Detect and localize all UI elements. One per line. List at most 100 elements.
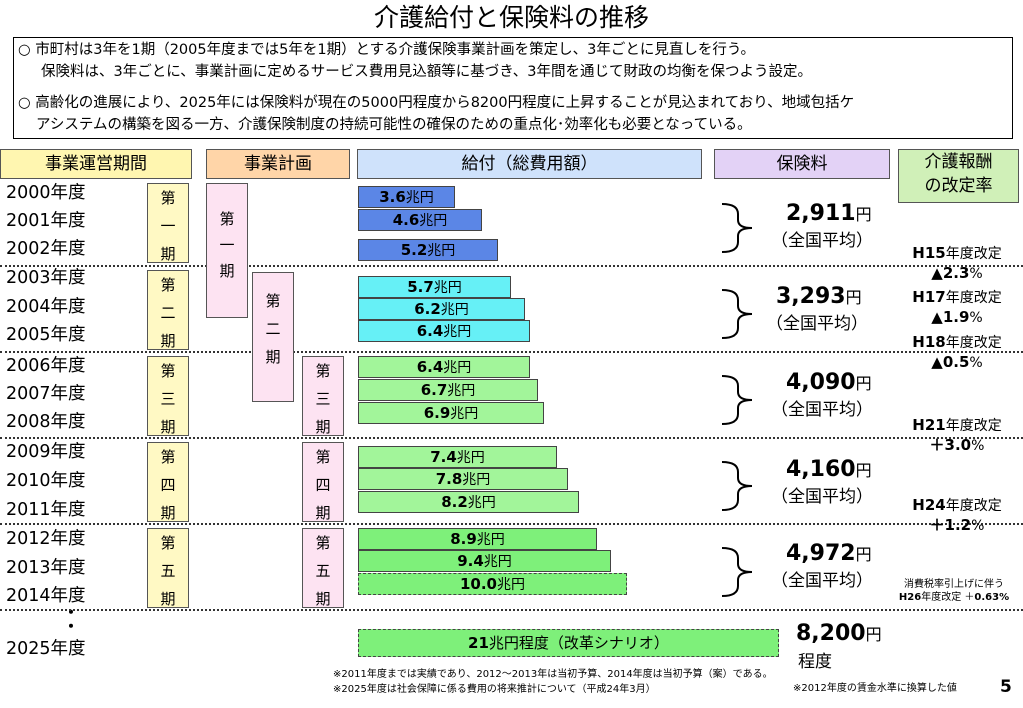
bar-value: 4.6	[392, 211, 420, 229]
bar-unit: 兆円	[462, 472, 491, 488]
bar-unit: 兆円	[476, 532, 505, 548]
page-number: 5	[1000, 677, 1012, 697]
plan-char: 第	[315, 448, 331, 466]
period-separator	[0, 265, 1023, 267]
period-char: 第	[160, 448, 176, 466]
plan-char: 第	[265, 292, 281, 310]
bar-value: 21	[468, 634, 489, 652]
benefit-bar: 6.4兆円	[358, 320, 530, 342]
period-char: 一	[160, 217, 176, 235]
bar-unit: 兆円	[467, 495, 496, 511]
period-box: 第 二 期	[147, 270, 189, 350]
benefit-bar: 6.4兆円	[358, 356, 530, 378]
bar-value: 9.4	[457, 552, 484, 570]
intro-p1-line1: ○ 市町村は3年を1期（2005年度までは5年を1期）とする介護保険事業計画を策…	[18, 42, 755, 58]
period-char: 第	[160, 189, 176, 207]
intro-box: ○ 市町村は3年を1期（2005年度までは5年を1期）とする介護保険事業計画を策…	[13, 37, 1013, 139]
period-char: 期	[160, 590, 176, 608]
brace	[721, 375, 753, 425]
benefit-bar: 6.9兆円	[358, 402, 544, 424]
year-label: 2025年度	[6, 639, 86, 659]
year-label: 2000年度	[6, 183, 86, 203]
brace-group	[721, 203, 753, 597]
tax-note-suffix: 年度改定 ＋	[921, 592, 975, 603]
year-label: 2011年度	[6, 500, 86, 520]
plan-char: 四	[315, 476, 331, 494]
benefit-bar: 7.4兆円	[358, 446, 557, 468]
plan-char: 三	[315, 390, 331, 408]
benefit-bar: 8.9兆円	[358, 528, 597, 550]
period-char: 期	[160, 245, 176, 263]
bar-unit: 兆円	[450, 406, 479, 422]
bar-value: 10.0	[459, 575, 497, 593]
benefit-bar: 6.7兆円	[358, 379, 538, 401]
tax-note-line1: 消費税率引上げに伴う	[904, 579, 1004, 590]
bar-value: 6.9	[423, 404, 451, 422]
header-benefit: 給付（総費用額）	[357, 149, 702, 179]
footnote: ※2012年度の賃金水準に換算した値	[793, 683, 957, 694]
period-box: 第 三 期	[147, 356, 189, 436]
period-char: 第	[160, 362, 176, 380]
header-premium: 保険料	[714, 149, 890, 179]
period-char: 五	[160, 562, 176, 580]
plan-char: 期	[265, 348, 281, 366]
header-revision: 介護報酬 の改定率	[898, 149, 1019, 203]
revision-rate: H17年度改定 ▲1.9%	[912, 288, 1002, 326]
bar-value: 6.4	[416, 358, 444, 376]
year-label: 2003年度	[6, 268, 86, 288]
period-separator	[0, 351, 1023, 353]
revision-rate: H21年度改定 ＋3.0%	[912, 416, 1002, 454]
bar-value: 5.2	[400, 241, 428, 259]
bar-unit: 兆円	[483, 554, 512, 570]
plan-box: 第 五 期	[302, 528, 344, 608]
brace	[721, 289, 753, 339]
plan-box: 第 三 期	[302, 356, 344, 436]
benefit-bar: 5.7兆円	[358, 276, 511, 298]
bar-unit: 兆円	[440, 302, 469, 318]
period-char: 二	[160, 304, 176, 322]
intro-p1-line2: 保険料は、3年ごとに、事業計画に定めるサービス費用見込額等に基づき、3年間を通じ…	[41, 64, 812, 80]
premium-sub: （全国平均）	[766, 314, 868, 334]
period-char: 期	[160, 418, 176, 436]
year-label: 2013年度	[6, 558, 86, 578]
brace	[721, 547, 753, 597]
year-label: 2006年度	[6, 356, 86, 376]
bar-unit: 兆円	[443, 360, 472, 376]
year-label: 2008年度	[6, 412, 86, 432]
footnote: ※2011年度までは実績であり、2012～2013年は当初予算、2014年度は当…	[333, 669, 773, 680]
year-label: 2009年度	[6, 442, 86, 462]
plan-char: 五	[315, 562, 331, 580]
bar-unit: 兆円	[443, 324, 472, 340]
brace	[721, 461, 753, 511]
benefit-bar: 3.6兆円	[358, 186, 455, 208]
bar-unit: 兆円程度（改革シナリオ）	[488, 634, 669, 652]
premium-value: 4,160円	[786, 457, 872, 482]
bar-value: 5.7	[407, 278, 434, 296]
period-char: 第	[160, 276, 176, 294]
period-char: 期	[160, 332, 176, 350]
benefit-bar: 8.2兆円	[358, 491, 579, 513]
bar-value: 8.9	[450, 530, 477, 548]
bar-value: 6.4	[416, 322, 444, 340]
plan-box: 第 四 期	[302, 442, 344, 522]
premium-value: 4,090円	[786, 370, 872, 395]
year-label: 2001年度	[6, 211, 86, 231]
revision-rate: H15年度改定 ▲2.3%	[912, 244, 1002, 282]
premium-sub: 程度	[798, 652, 832, 672]
bar-unit: 兆円	[419, 213, 448, 229]
bar-value: 8.2	[441, 493, 468, 511]
benefit-bar: 6.2兆円	[358, 298, 525, 320]
plan-char: 第	[315, 362, 331, 380]
benefit-bar: 9.4兆円	[358, 550, 611, 572]
period-char: 三	[160, 390, 176, 408]
premium-sub: （全国平均）	[771, 571, 873, 591]
header-period: 事業運営期間	[0, 149, 192, 179]
bar-value: 3.6	[379, 188, 406, 206]
year-label: 2005年度	[6, 325, 86, 345]
bar-unit: 兆円	[447, 383, 476, 399]
year-label: 2002年度	[6, 239, 86, 259]
plan-char: 期	[315, 590, 331, 608]
period-separator	[0, 609, 1023, 611]
plan-char: 期	[315, 418, 331, 436]
year-label: 2010年度	[6, 471, 86, 491]
